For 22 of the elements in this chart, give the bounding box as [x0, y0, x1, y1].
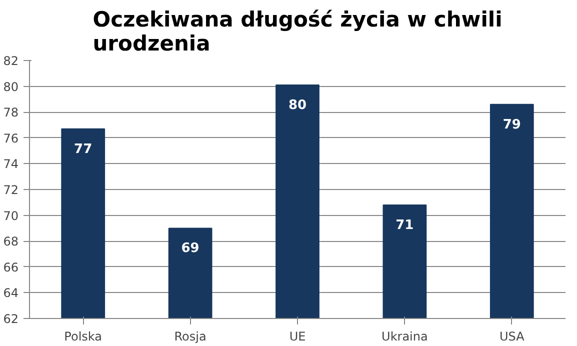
y-tick-label: 70 — [3, 208, 19, 223]
y-tick-label: 64 — [3, 286, 19, 300]
y-tick-label: 76 — [3, 131, 19, 146]
y-tick-label: 62 — [3, 312, 19, 326]
x-tick-label: Polska — [64, 330, 102, 344]
y-tick-label: 80 — [3, 80, 19, 94]
y-tick-label: 74 — [3, 157, 19, 172]
chart-title: Oczekiwana długość życia w chwili urodzenia — [92, 8, 502, 56]
x-tick-label: Rosja — [174, 330, 206, 344]
y-tick-label: 78 — [3, 106, 19, 120]
x-tick-label: USA — [499, 330, 526, 344]
data-label: 79 — [502, 117, 521, 132]
data-label: 69 — [181, 241, 200, 256]
y-tick-label: 72 — [3, 183, 19, 197]
x-tick-label: Ukraina — [382, 330, 428, 344]
y-tick-label: 66 — [3, 260, 19, 274]
y-tick-label: 82 — [3, 54, 19, 68]
data-label: 71 — [396, 218, 414, 233]
x-tick-label: UE — [289, 330, 306, 344]
data-label: 80 — [288, 98, 307, 114]
data-label: 77 — [74, 142, 92, 157]
y-tick-label: 68 — [3, 234, 19, 249]
